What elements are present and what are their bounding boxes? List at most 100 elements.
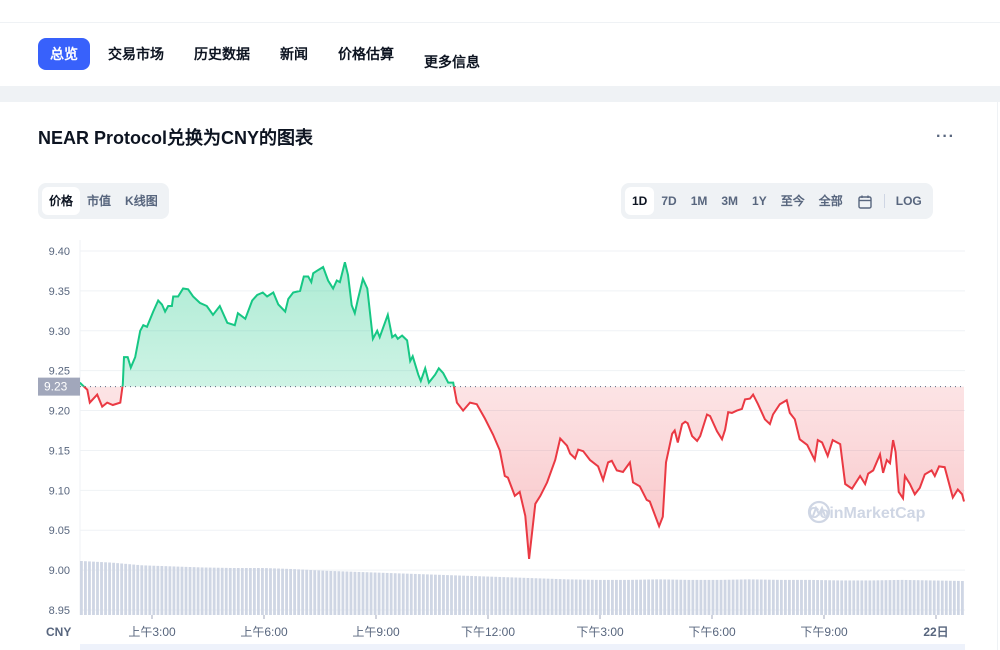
price-point [827,455,829,457]
volume-bar [208,567,212,615]
price-point [577,449,579,451]
price-point [662,516,664,518]
y-axis: 9.40 9.35 9.30 9.25 9.20 9.15 9.10 9.05 9.00 8.95 [49,246,70,617]
price-point [134,356,136,358]
price-point [724,429,726,431]
price-point [339,281,341,283]
range-1y[interactable]: 1Y [752,194,767,208]
price-point [89,402,91,404]
more-horizontal-icon[interactable]: ··· [936,128,955,145]
volume-bar [796,579,799,615]
price-point [351,304,353,306]
price-point [674,430,676,432]
volume-bar [224,567,228,615]
x-tick-label: 下午3:00 [576,625,624,639]
tab-price-estimate[interactable]: 价格估算 [338,46,394,62]
volume-bar [868,580,872,615]
tab-price[interactable]: 价格 [42,187,81,215]
volume-bar [944,580,948,615]
volume-bar [804,579,807,615]
volume-bar [675,579,679,615]
volume-bar [389,573,393,615]
y-tick-label: 8.95 [49,605,70,617]
tab-news[interactable]: 新闻 [280,46,308,62]
volume-bar [377,572,381,615]
price-point [677,441,679,443]
volume-bar [892,580,896,615]
volume-bar [779,579,783,615]
volume-bar [812,579,815,615]
range-1m[interactable]: 1M [690,194,708,208]
price-point [934,475,936,477]
price-point [307,276,309,278]
volume-bar [683,579,687,615]
volume-bar [252,568,256,615]
volume-bar [844,580,848,615]
price-point [957,489,959,491]
price-point [744,398,746,400]
volume-bar [631,579,634,615]
volume-bar [703,579,707,615]
price-point [684,421,686,423]
price-point [469,402,471,404]
tab-overview[interactable]: 总览 [38,38,90,70]
price-point [886,459,888,461]
volume-bar [687,579,691,615]
range-3m[interactable]: 3M [721,194,739,208]
price-point [327,280,329,282]
volume-bar [824,580,828,615]
range-all[interactable]: 全部 [818,194,843,208]
price-point [347,274,349,276]
volume-bar [305,569,309,615]
price-point [167,305,169,307]
price-point [299,290,301,292]
volume-bar [261,568,264,615]
volume-bar [792,579,795,615]
price-point [602,479,604,481]
price-point [528,558,530,560]
range-1d[interactable]: 1D [625,187,655,215]
price-point [277,303,279,305]
price-point [696,440,698,442]
log-scale-toggle[interactable]: LOG [895,194,922,208]
tab-markets[interactable]: 交易市场 [108,46,164,62]
price-point [428,382,430,384]
price-point [332,287,334,289]
price-point [504,475,506,477]
tab-historical-data[interactable]: 历史数据 [194,46,250,62]
price-point [546,481,548,483]
volume-bar [96,561,99,615]
volume-bar [365,572,369,615]
price-point [251,299,253,301]
tab-candlestick[interactable]: K线图 [125,194,158,208]
volume-bar [104,562,107,615]
volume-bar [136,564,140,615]
price-point [452,382,454,384]
volume-bar [357,571,361,615]
price-point [534,503,536,505]
volume-bar [920,580,924,615]
tab-more-info[interactable]: 更多信息 [424,54,480,70]
price-point [79,382,81,384]
price-point [397,338,399,340]
volume-bar [301,569,305,615]
volume-bar [643,579,647,615]
price-point [817,439,819,441]
tab-market-cap[interactable]: 市值 [87,194,112,208]
volume-bar [478,576,482,615]
range-ytd[interactable]: 至今 [780,194,805,208]
volume-bar [277,568,280,615]
volume-bar [619,579,622,615]
price-point [882,472,884,474]
price-point [112,404,114,406]
volume-bar [691,579,695,615]
volume-bar [337,571,341,615]
volume-bar [550,578,554,615]
range-navigator[interactable] [80,644,965,650]
volume-bar [808,579,811,615]
calendar-icon[interactable] [850,187,880,215]
volume-bar [876,580,880,615]
range-7d[interactable]: 7D [661,194,677,208]
price-point [629,461,631,463]
price-point [961,493,963,495]
